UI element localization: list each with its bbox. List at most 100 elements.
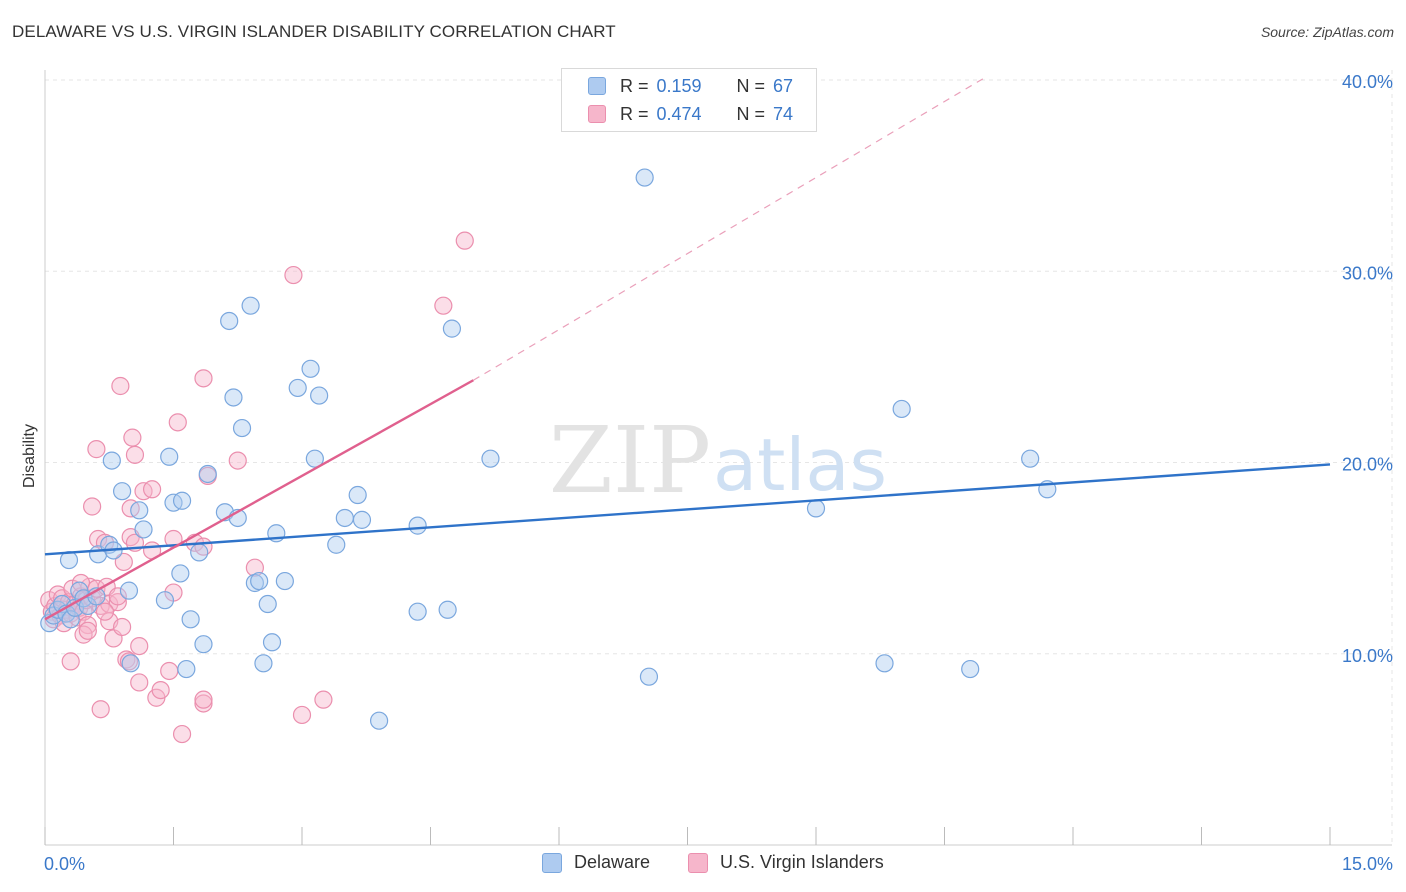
correlation-legend: R = 0.159 N = 67 R = 0.474 N = 74 — [561, 68, 817, 132]
delaware-point — [438, 600, 457, 619]
vi-point — [194, 690, 213, 709]
vi-point — [114, 552, 133, 572]
delaware-point — [155, 591, 175, 610]
delaware-point — [327, 535, 346, 554]
watermark: ZIP atlas — [549, 407, 887, 514]
vi-point — [160, 661, 179, 681]
source-label: Source: ZipAtlas.com — [1260, 24, 1394, 40]
vi-point — [314, 690, 333, 709]
legend-row-delaware: R = 0.159 N = 67 — [588, 75, 793, 97]
delaware-point — [408, 516, 427, 535]
delaware-point — [408, 602, 427, 621]
delaware-point — [806, 499, 826, 518]
axes — [44, 70, 1392, 846]
vi-point — [78, 621, 97, 640]
delaware-point — [258, 594, 277, 614]
vi-trend-line — [44, 379, 474, 621]
legend-r-label: R = — [620, 75, 649, 96]
vi-point — [284, 265, 303, 285]
delaware-point — [119, 581, 139, 600]
delaware-point — [305, 449, 324, 468]
delaware-point — [112, 482, 132, 501]
vi-point — [125, 445, 145, 464]
vi-point — [83, 497, 102, 516]
vi-point — [78, 615, 97, 635]
legend-swatch-delaware — [588, 77, 606, 95]
legend-r-value: 0.474 — [656, 103, 702, 124]
y-axis-label: Disability — [21, 424, 38, 488]
chart-title: DELAWARE VS U.S. VIRGIN ISLANDER DISABIL… — [12, 22, 616, 41]
delaware-point — [160, 447, 179, 466]
tick-labels: 10.0% 20.0% 30.0% 40.0% 0.0% 15.0% — [44, 72, 1393, 874]
vi-point — [292, 705, 312, 725]
delaware-point — [232, 418, 252, 438]
vi-trend-extension — [473, 75, 988, 381]
vi-point — [434, 296, 453, 315]
watermark-zip: ZIP — [549, 407, 711, 514]
watermark-atlas: atlas — [713, 423, 887, 507]
y-tick-label: 40.0% — [1342, 72, 1393, 92]
delaware-point — [61, 610, 80, 629]
vi-point — [112, 617, 132, 637]
vi-point — [142, 480, 162, 499]
delaware-point — [635, 168, 654, 187]
delaware-point — [262, 633, 282, 652]
delaware-point — [352, 510, 372, 529]
delaware-point — [288, 378, 307, 398]
trend-lines — [44, 75, 1331, 621]
legend-n-label: N = — [736, 75, 766, 96]
bottom-legend-vi: U.S. Virgin Islanders — [688, 852, 884, 873]
legend-n-value: 67 — [773, 75, 794, 96]
vi-point — [111, 376, 130, 396]
delaware-point — [639, 667, 659, 686]
delaware-point — [481, 449, 500, 468]
series-delaware-points — [40, 168, 1057, 730]
delaware-point — [241, 296, 260, 315]
delaware-point — [892, 399, 911, 419]
vi-point — [194, 694, 213, 713]
delaware-point — [310, 386, 329, 405]
delaware-point — [275, 571, 294, 591]
delaware-point — [130, 501, 149, 520]
delaware-point — [134, 520, 153, 539]
vi-point — [108, 587, 127, 606]
delaware-point — [348, 485, 367, 505]
delaware-point — [301, 359, 320, 378]
delaware-point — [250, 571, 269, 591]
vi-point — [108, 593, 127, 612]
bottom-legend-label: U.S. Virgin Islanders — [720, 852, 884, 872]
delaware-point — [442, 319, 462, 338]
vi-point — [245, 558, 264, 577]
vi-point — [172, 724, 192, 744]
delaware-point — [190, 543, 209, 562]
legend-r-value: 0.159 — [656, 75, 702, 96]
delaware-point — [254, 654, 273, 673]
delaware-point — [172, 491, 192, 510]
delaware-point — [171, 564, 190, 583]
delaware-point — [220, 311, 239, 331]
vi-point — [91, 700, 110, 719]
vi-point — [228, 451, 247, 470]
vi-point — [194, 369, 213, 388]
vi-point — [123, 428, 142, 447]
x-tick-label: 0.0% — [44, 854, 85, 874]
y-tick-label: 30.0% — [1342, 263, 1393, 283]
y-tick-label: 20.0% — [1342, 455, 1393, 475]
legend-row-vi: R = 0.474 N = 74 — [588, 103, 793, 125]
delaware-point — [224, 388, 243, 407]
bottom-legend-label: Delaware — [574, 852, 651, 872]
delaware-point — [961, 659, 980, 679]
vi-point — [455, 231, 474, 250]
legend-swatch-vi — [588, 105, 606, 123]
delaware-point — [875, 654, 894, 673]
delaware-point — [102, 451, 121, 470]
vi-point — [130, 636, 149, 656]
delaware-point — [1021, 449, 1040, 468]
delaware-point — [370, 711, 389, 730]
bottom-swatch-delaware — [542, 852, 562, 873]
legend-r-label: R = — [620, 103, 649, 124]
delaware-point — [181, 610, 200, 629]
delaware-point — [121, 654, 140, 673]
delaware-point — [194, 635, 213, 654]
